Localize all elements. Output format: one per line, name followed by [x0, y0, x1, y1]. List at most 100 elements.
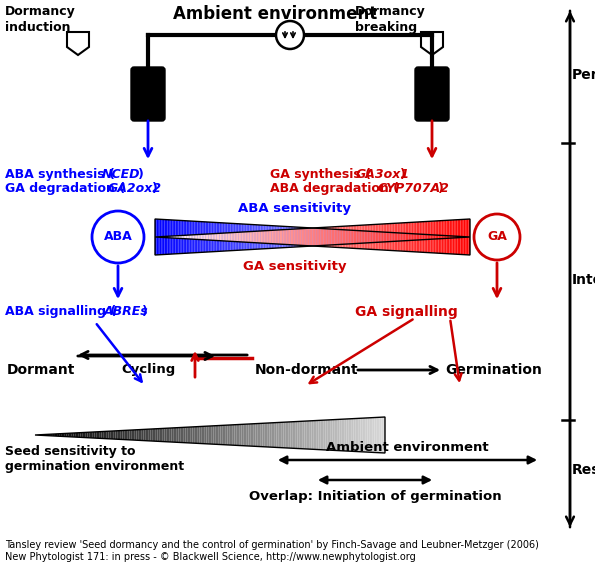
- Polygon shape: [247, 424, 249, 446]
- Text: Cycling: Cycling: [121, 363, 175, 376]
- Polygon shape: [295, 229, 297, 245]
- Polygon shape: [204, 234, 205, 240]
- Polygon shape: [189, 427, 191, 443]
- Polygon shape: [377, 232, 378, 242]
- Polygon shape: [206, 426, 208, 444]
- Polygon shape: [227, 425, 229, 445]
- Polygon shape: [451, 236, 453, 238]
- Polygon shape: [224, 233, 226, 241]
- Polygon shape: [330, 229, 331, 245]
- Polygon shape: [209, 234, 210, 240]
- Polygon shape: [342, 419, 343, 451]
- Polygon shape: [246, 232, 248, 242]
- Polygon shape: [331, 227, 333, 247]
- Text: Dormancy
induction: Dormancy induction: [5, 5, 76, 34]
- Polygon shape: [412, 222, 414, 252]
- Text: GA sensitivity: GA sensitivity: [243, 260, 347, 273]
- Polygon shape: [424, 234, 426, 240]
- Polygon shape: [93, 432, 95, 438]
- Polygon shape: [217, 234, 218, 240]
- Polygon shape: [68, 433, 70, 437]
- Polygon shape: [275, 422, 277, 447]
- Polygon shape: [322, 229, 324, 246]
- Polygon shape: [178, 236, 180, 238]
- Polygon shape: [346, 226, 347, 248]
- Polygon shape: [52, 434, 54, 436]
- Polygon shape: [133, 430, 134, 440]
- Polygon shape: [67, 433, 68, 437]
- Polygon shape: [231, 425, 233, 445]
- Polygon shape: [298, 227, 300, 247]
- Polygon shape: [284, 226, 286, 248]
- Polygon shape: [280, 230, 281, 244]
- Polygon shape: [61, 434, 63, 437]
- Polygon shape: [243, 232, 245, 242]
- Polygon shape: [315, 421, 317, 450]
- Text: Overlap: Initiation of germination: Overlap: Initiation of germination: [249, 490, 502, 503]
- Polygon shape: [207, 222, 209, 252]
- Polygon shape: [215, 426, 217, 445]
- Polygon shape: [110, 431, 112, 439]
- Polygon shape: [446, 220, 448, 254]
- Polygon shape: [205, 234, 207, 240]
- Polygon shape: [399, 233, 400, 241]
- Polygon shape: [75, 433, 77, 437]
- Polygon shape: [253, 424, 255, 446]
- Polygon shape: [243, 224, 245, 250]
- Polygon shape: [163, 219, 164, 255]
- Polygon shape: [130, 430, 131, 440]
- Polygon shape: [311, 228, 312, 246]
- Polygon shape: [394, 232, 396, 242]
- Polygon shape: [366, 418, 368, 452]
- Polygon shape: [198, 426, 199, 443]
- Polygon shape: [343, 226, 344, 248]
- Polygon shape: [280, 226, 281, 248]
- Polygon shape: [431, 221, 432, 253]
- Polygon shape: [275, 230, 276, 244]
- Polygon shape: [419, 234, 421, 240]
- Polygon shape: [366, 231, 368, 243]
- Polygon shape: [295, 227, 297, 247]
- Polygon shape: [221, 233, 223, 241]
- Polygon shape: [166, 236, 168, 238]
- Polygon shape: [345, 419, 346, 451]
- Polygon shape: [234, 232, 236, 242]
- Polygon shape: [361, 225, 363, 249]
- Polygon shape: [325, 420, 327, 450]
- Polygon shape: [409, 234, 410, 240]
- Polygon shape: [416, 234, 418, 240]
- Polygon shape: [190, 221, 191, 253]
- Polygon shape: [400, 233, 402, 241]
- Polygon shape: [312, 228, 314, 246]
- Polygon shape: [47, 434, 49, 435]
- Polygon shape: [143, 429, 145, 441]
- Polygon shape: [115, 431, 117, 439]
- Polygon shape: [382, 232, 383, 242]
- Polygon shape: [392, 223, 393, 251]
- Polygon shape: [210, 222, 212, 252]
- Polygon shape: [361, 231, 363, 243]
- Polygon shape: [183, 235, 185, 239]
- Polygon shape: [467, 219, 468, 255]
- Polygon shape: [378, 232, 380, 242]
- Polygon shape: [51, 434, 52, 436]
- Polygon shape: [347, 226, 349, 248]
- Text: ): ): [438, 182, 444, 195]
- Polygon shape: [339, 230, 341, 244]
- Text: Dormant: Dormant: [7, 363, 76, 377]
- Polygon shape: [434, 221, 436, 253]
- Polygon shape: [212, 222, 213, 252]
- Polygon shape: [201, 426, 203, 443]
- Polygon shape: [336, 227, 338, 247]
- Polygon shape: [357, 418, 359, 452]
- Polygon shape: [353, 418, 355, 451]
- Polygon shape: [256, 231, 258, 243]
- Polygon shape: [277, 422, 278, 447]
- Polygon shape: [281, 226, 283, 248]
- Polygon shape: [459, 219, 461, 255]
- Polygon shape: [366, 225, 368, 249]
- Polygon shape: [443, 221, 445, 253]
- Polygon shape: [352, 230, 353, 244]
- Polygon shape: [152, 429, 154, 441]
- Text: Ambient environment: Ambient environment: [326, 441, 489, 454]
